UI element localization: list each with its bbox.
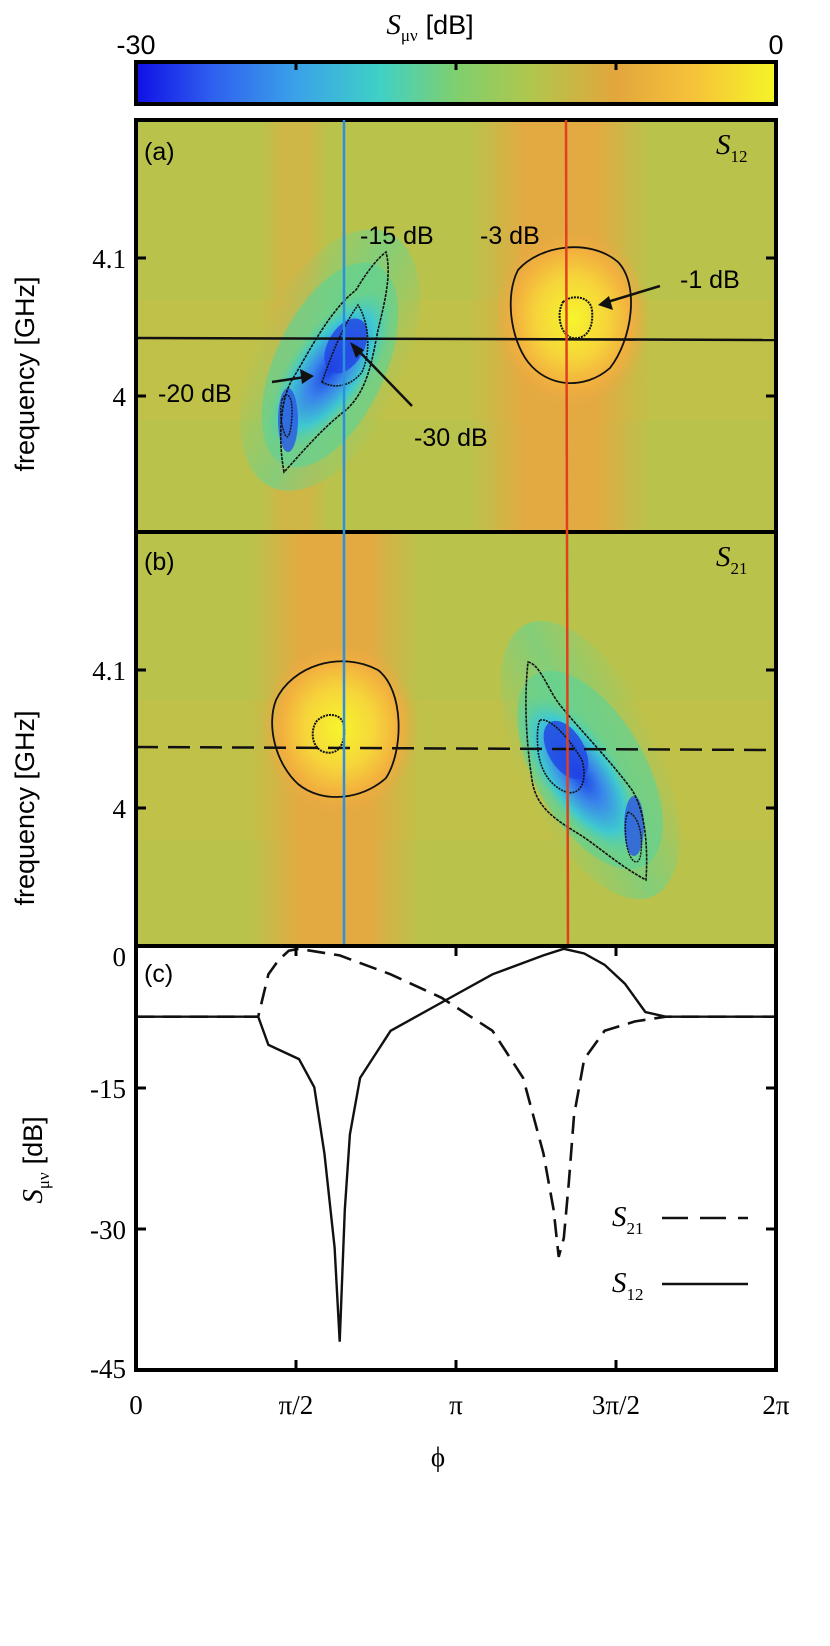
ytick-0: 0 bbox=[113, 942, 127, 972]
panel-c-ylabel: Sμν[dB] bbox=[17, 1116, 53, 1203]
panel-a-heatmap bbox=[136, 120, 776, 532]
series-s21-line bbox=[136, 947, 776, 1258]
panel-b-tag: (b) bbox=[144, 548, 175, 576]
panel-a-cut-line bbox=[136, 336, 776, 342]
panel-c-plot: 0 π/2 π 3π/2 2π ϕ 0 -15 -30 -45 (c) Sμν[… bbox=[17, 942, 790, 1472]
panel-c-legend: S21 S12 bbox=[612, 1201, 748, 1304]
panel-b-ylabel: frequency [GHz] bbox=[10, 710, 40, 905]
ytick-minus45: -45 bbox=[90, 1354, 126, 1384]
panel-b-cut-line bbox=[136, 745, 776, 752]
panel-b-ytick-4: 4 bbox=[113, 794, 127, 824]
panel-b-symbol: S21 bbox=[716, 541, 748, 578]
red-marker-line bbox=[564, 119, 570, 953]
annotation-minus20db: -20 dB bbox=[158, 380, 232, 408]
panel-c-xticks bbox=[294, 946, 618, 1370]
panel-c-xlabel: ϕ bbox=[431, 1442, 445, 1472]
colorbar-max-label: 0 bbox=[768, 30, 783, 60]
colorbar: -30 0 Sμν [dB] bbox=[116, 9, 784, 106]
annotation-minus15db: -15 dB bbox=[360, 222, 434, 250]
panel-b-ytick-4.1: 4.1 bbox=[92, 656, 126, 686]
colorbar-min-label: -30 bbox=[116, 30, 155, 60]
xtick-pi-half: π/2 bbox=[279, 1390, 314, 1420]
annotation-minus1db: -1 dB bbox=[680, 266, 740, 294]
panel-a-symbol: S12 bbox=[716, 129, 748, 166]
panel-b-heatmap bbox=[136, 532, 776, 946]
panel-c-tag: (c) bbox=[144, 960, 173, 988]
panel-a-ylabel: frequency [GHz] bbox=[10, 276, 40, 471]
xtick-0: 0 bbox=[129, 1390, 143, 1420]
annotation-minus30db: -30 dB bbox=[414, 424, 488, 452]
panel-a-yaxis: 4.1 4 frequency [GHz] bbox=[10, 244, 776, 472]
series-s12-line bbox=[136, 947, 776, 1342]
panel-a-ytick-4: 4 bbox=[113, 382, 127, 412]
ytick-minus30: -30 bbox=[90, 1215, 126, 1245]
xtick-3pi-half: 3π/2 bbox=[592, 1390, 640, 1420]
panel-a-tag: (a) bbox=[144, 138, 175, 166]
colorbar-title: Sμν [dB] bbox=[386, 9, 473, 45]
legend-s12-label: S12 bbox=[612, 1267, 644, 1304]
panel-b-yaxis: 4.1 4 frequency [GHz] bbox=[10, 656, 776, 906]
panel-a-ytick-4.1: 4.1 bbox=[92, 244, 126, 274]
ytick-minus15: -15 bbox=[90, 1074, 126, 1104]
xtick-pi: π bbox=[449, 1390, 463, 1420]
legend-s21-label: S21 bbox=[612, 1201, 644, 1238]
annotation-minus3db: -3 dB bbox=[480, 222, 540, 250]
xtick-2pi: 2π bbox=[762, 1390, 790, 1420]
